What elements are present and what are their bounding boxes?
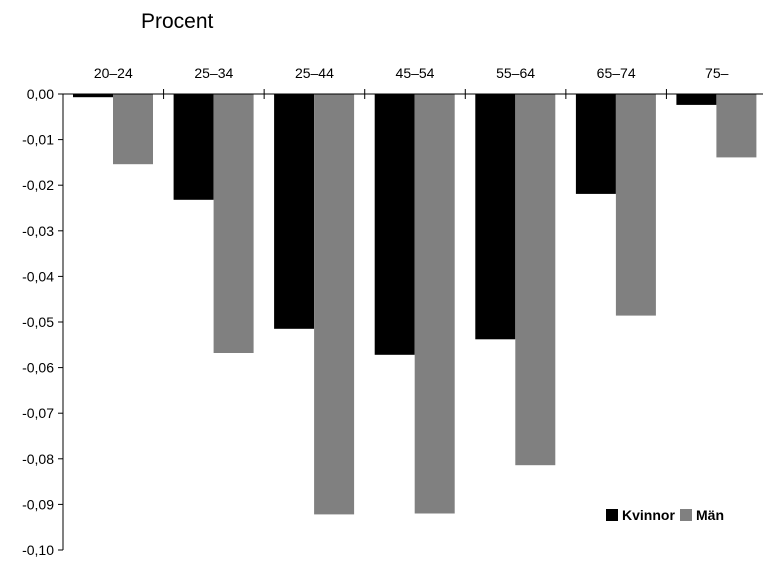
legend-label-kvinnor: Kvinnor — [622, 507, 675, 523]
xtick-label-1: 25–34 — [194, 65, 233, 81]
legend: Kvinnor Män — [606, 507, 724, 523]
bar-man-6 — [716, 94, 757, 158]
xtick-label-4: 55–64 — [496, 65, 535, 81]
legend-swatch-kvinnor — [606, 509, 618, 521]
ytick-label-3: -0,03 — [22, 223, 54, 239]
bar-man-3 — [414, 94, 455, 514]
ytick-label-5: -0,05 — [22, 314, 54, 330]
legend-swatch-man — [680, 509, 692, 521]
xtick-label-2: 25–44 — [295, 65, 334, 81]
xtick-label-5: 65–74 — [597, 65, 636, 81]
ytick-label-6: -0,06 — [22, 360, 54, 376]
ytick-label-4: -0,04 — [22, 268, 54, 284]
bar-man-5 — [615, 94, 656, 316]
bar-kvinnor-6 — [676, 94, 717, 105]
xtick-label-0: 20–24 — [94, 65, 133, 81]
bar-kvinnor-2 — [274, 94, 315, 329]
ytick-label-2: -0,02 — [22, 177, 54, 193]
bar-kvinnor-1 — [173, 94, 214, 200]
axes-group: 0,00 -0,01 -0,02 -0,03 -0,04 -0,05 -0,06 -0,07 -… — [22, 65, 763, 558]
unit-label: Procent — [141, 10, 214, 33]
ytick-label-0: 0,00 — [27, 86, 54, 102]
ytick-label-7: -0,07 — [22, 405, 54, 421]
ytick-label-8: -0,08 — [22, 451, 54, 467]
bar-man-1 — [213, 94, 254, 353]
xtick-label-3: 45–54 — [396, 65, 435, 81]
bars-group — [73, 94, 757, 515]
bar-man-2 — [314, 94, 355, 515]
bar-kvinnor-5 — [575, 94, 616, 194]
bar-man-0 — [113, 94, 153, 165]
xtick-label-6: 75– — [705, 65, 729, 81]
bar-man-4 — [515, 94, 556, 466]
bar-kvinnor-4 — [475, 94, 516, 340]
ytick-label-1: -0,01 — [22, 132, 54, 148]
ytick-label-10: -0,10 — [22, 542, 54, 558]
legend-label-man: Män — [696, 507, 724, 523]
bar-kvinnor-0 — [73, 94, 113, 98]
bar-kvinnor-3 — [374, 94, 415, 355]
ytick-label-9: -0,09 — [22, 496, 54, 512]
